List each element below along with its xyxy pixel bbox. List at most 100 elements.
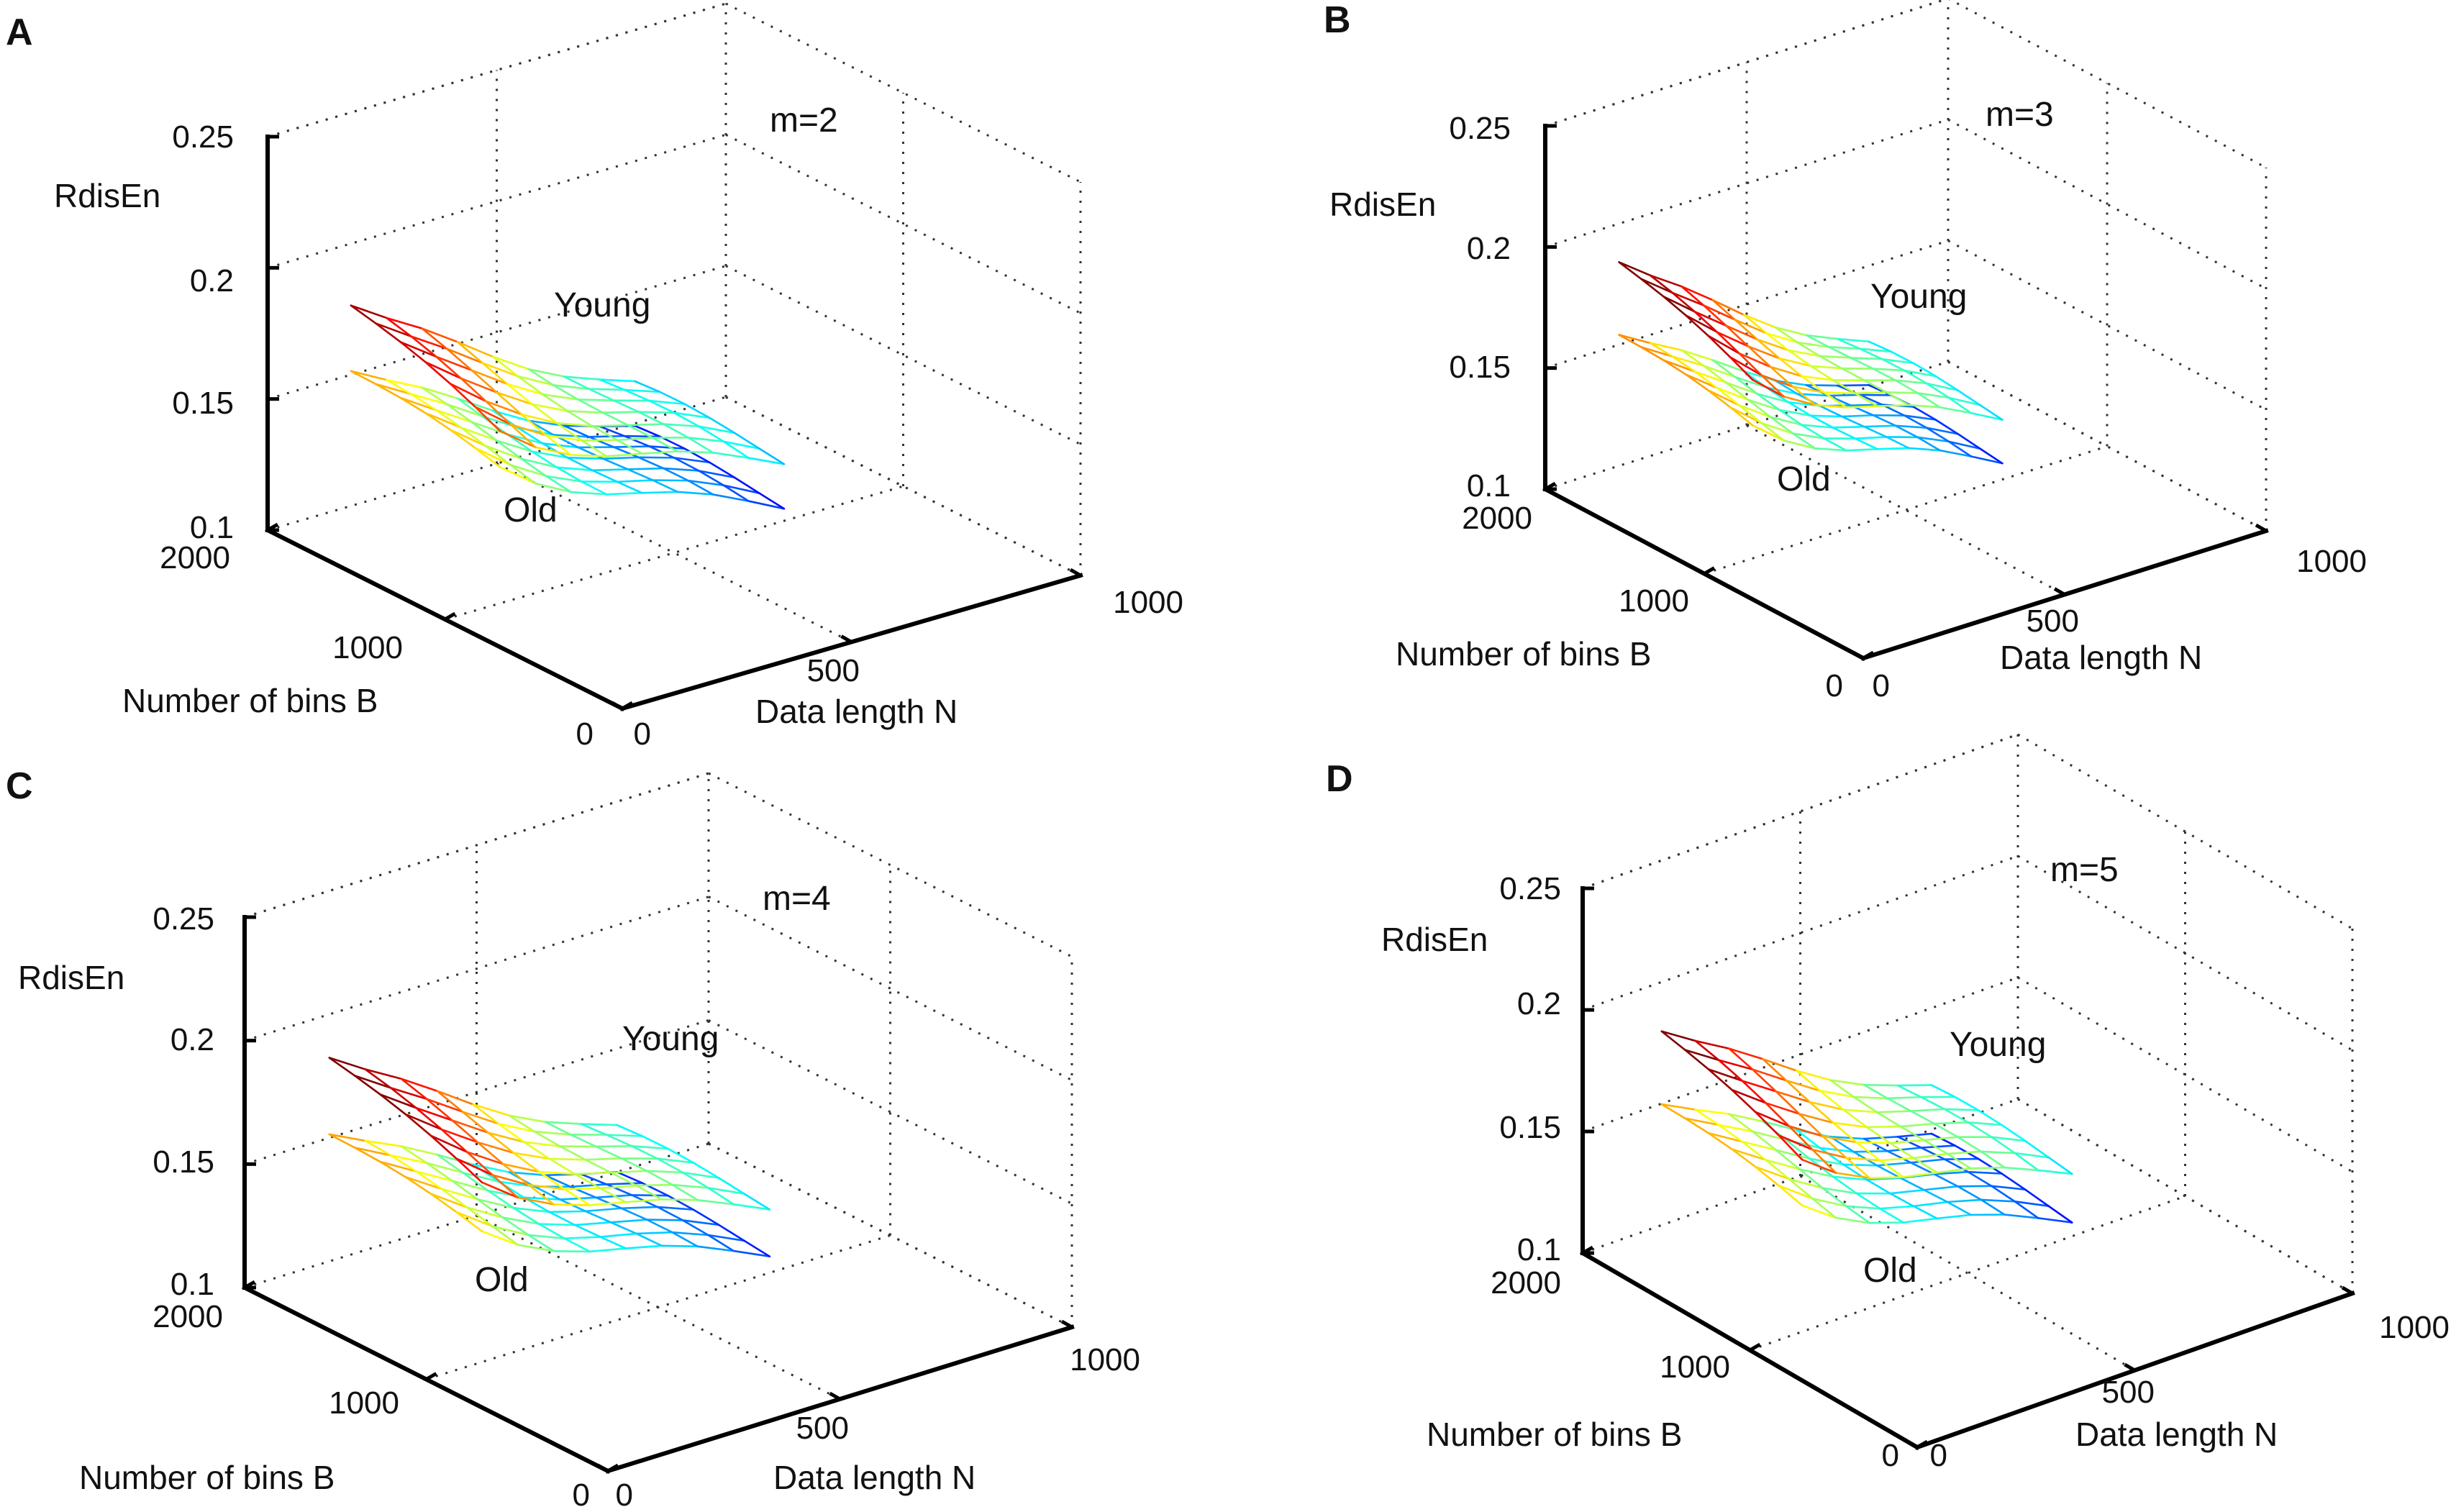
mesh-segment: [2024, 1139, 2050, 1159]
mesh-segment: [491, 1225, 529, 1237]
mesh-segment: [1756, 338, 1790, 352]
mesh-segment: [1778, 409, 1803, 427]
mesh-segment: [512, 1152, 540, 1173]
mesh-segment: [588, 435, 615, 448]
mesh-segment: [1957, 389, 1981, 406]
mesh-segment: [620, 1206, 659, 1210]
mesh-segment: [1957, 1136, 1983, 1153]
mesh-segment: [1765, 332, 1798, 344]
mesh-segment: [1811, 1148, 1847, 1159]
mesh-segment: [1809, 1101, 1845, 1111]
grid-back-z: [1582, 976, 2019, 1133]
mesh-segment: [1760, 374, 1794, 388]
mesh-segment: [375, 383, 413, 396]
mesh-segment: [1747, 345, 1780, 360]
mesh-segment: [1814, 447, 1847, 452]
mesh-segment: [612, 446, 640, 459]
mesh-segment: [517, 427, 544, 445]
n-tick-mark: [2124, 1362, 2136, 1372]
mesh-segment: [1947, 396, 1973, 414]
mesh-segment: [449, 429, 487, 447]
mesh-segment: [609, 1171, 637, 1187]
old-label: Old: [475, 1261, 529, 1299]
mesh-segment: [1787, 349, 1812, 367]
mesh-segment: [1923, 1139, 1949, 1155]
mesh-segment: [656, 1157, 684, 1174]
grid-right-z: [708, 772, 1073, 958]
mesh-segment: [440, 1128, 468, 1153]
mesh-segment: [1819, 404, 1843, 418]
mesh-segment: [548, 1157, 576, 1175]
mesh-segment: [1685, 314, 1719, 333]
mesh-segment: [364, 1068, 403, 1080]
mesh-segment: [531, 450, 569, 459]
mesh-segment: [1694, 1039, 1720, 1062]
mesh-segment: [1977, 1109, 2003, 1126]
n-tick-mark: [611, 701, 624, 711]
mesh-segment: [1923, 1136, 1959, 1142]
grid-floor-n: [476, 1214, 841, 1401]
mesh-segment: [609, 1219, 648, 1224]
z-tick-label: 0.1: [1517, 1232, 1561, 1267]
panel-b: Bm=3 RdisEn Number of bins B Data length N 0…: [1324, 0, 2367, 703]
panel-label: B: [1324, 0, 1351, 41]
mesh-segment: [1787, 401, 1812, 417]
mesh-segment: [476, 1141, 515, 1155]
mesh-segment: [1769, 416, 1803, 427]
mesh-segment: [1872, 368, 1906, 372]
mesh-segment: [1854, 437, 1879, 450]
mesh-segment: [631, 1145, 659, 1160]
mesh-segment: [410, 393, 437, 411]
mesh-segment: [1741, 1140, 1767, 1161]
mesh-segment: [1880, 357, 1914, 365]
b-tick-label: 0: [1826, 668, 1843, 703]
mesh-segment: [616, 1124, 644, 1137]
mesh-segment: [509, 423, 537, 449]
mesh-segment: [1618, 334, 1642, 348]
b-axis-label: Number of bins B: [1427, 1416, 1682, 1453]
grid: [267, 2, 1082, 643]
mesh-segment: [1889, 1188, 1925, 1195]
mesh-segment: [497, 1122, 525, 1143]
mesh-segment: [379, 1160, 407, 1178]
mesh-segment: [1811, 1197, 1847, 1208]
mesh-segment: [1829, 1136, 1865, 1140]
mesh-segment: [465, 1206, 504, 1219]
mesh-segment: [495, 440, 533, 452]
mesh-segment: [1716, 331, 1741, 355]
mesh-segment: [707, 1234, 735, 1252]
m-annotation: m=5: [2050, 851, 2119, 889]
mesh-segment: [544, 1174, 572, 1188]
mesh-segment: [1751, 1068, 1777, 1093]
mesh-segment: [620, 1157, 648, 1172]
mesh-segment: [531, 403, 558, 424]
n-tick-mark: [2255, 523, 2268, 533]
mesh-segment: [631, 1145, 669, 1150]
mesh-segment: [484, 400, 512, 426]
mesh-segment: [445, 347, 483, 364]
mesh-segment: [508, 1114, 536, 1133]
surface-old: [328, 1133, 771, 1258]
mesh-segment: [353, 1147, 381, 1163]
mesh-segment: [1936, 1167, 1972, 1174]
mesh-segment: [1774, 379, 1798, 395]
mesh-segment: [732, 1249, 771, 1258]
mesh-segment: [1841, 415, 1865, 428]
mesh-segment: [1685, 373, 1709, 391]
mesh-segment: [400, 1078, 439, 1093]
old-label: Old: [1863, 1252, 1917, 1290]
mesh-segment: [1855, 1141, 1891, 1144]
mesh-segment: [1680, 349, 1714, 361]
mesh-segment: [1787, 349, 1821, 357]
mesh-segment: [364, 1139, 403, 1147]
mesh-segment: [527, 1234, 555, 1252]
mesh-segment: [545, 475, 583, 483]
mesh-segment: [1889, 1139, 1925, 1144]
n-tick-mark: [1069, 568, 1082, 578]
mesh-segment: [1618, 334, 1652, 345]
mesh-segment: [1850, 357, 1883, 360]
mesh-segment: [717, 1177, 745, 1195]
mesh-segment: [506, 383, 533, 406]
mesh-segment: [555, 422, 593, 427]
mesh-segment: [517, 1196, 555, 1206]
